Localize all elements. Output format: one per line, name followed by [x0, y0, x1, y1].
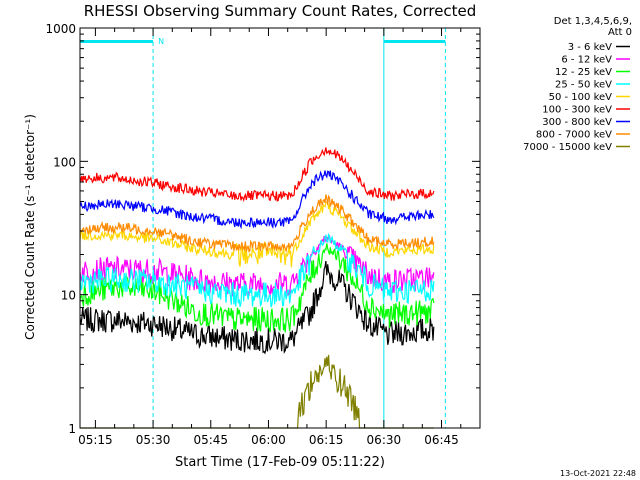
x-tick-label: 05:15: [78, 433, 113, 447]
attenuator-bar: [383, 40, 446, 43]
legend-label: 300 - 800 keV: [542, 117, 612, 128]
y-tick-label: 1: [68, 422, 76, 436]
x-tick-label: 05:30: [136, 433, 171, 447]
legend-label: 25 - 50 keV: [555, 80, 612, 91]
y-tick-label: 100: [53, 155, 76, 169]
x-tick-label: 06:30: [367, 433, 402, 447]
series-line-7: [79, 194, 435, 254]
legend-label: 3 - 6 keV: [568, 42, 612, 53]
attenuator-bar: [80, 40, 154, 43]
legend-label: 6 - 12 keV: [561, 55, 612, 66]
footer-timestamp: 13-Oct-2021 22:48: [560, 469, 636, 478]
plot-frame: [79, 27, 481, 429]
legend-label: 7000 - 15000 keV: [523, 142, 612, 153]
x-tick-label: 06:45: [424, 433, 459, 447]
series-line-4: [79, 202, 435, 268]
x-axis-label: Start Time (17-Feb-09 05:11:22): [175, 455, 385, 470]
legend-label: 800 - 7000 keV: [536, 130, 612, 141]
series-line-8: [80, 354, 434, 429]
series-line-5: [79, 147, 435, 203]
chart-title: RHESSI Observing Summary Count Rates, Co…: [84, 2, 477, 20]
y-tick-label: 10: [61, 289, 76, 303]
series-line-6: [79, 170, 435, 230]
legend-label: 12 - 25 keV: [555, 67, 612, 78]
y-tick-label: 1000: [45, 22, 76, 36]
y-axis-label: Corrected Count Rate (s⁻¹ detector⁻¹): [23, 114, 37, 340]
legend: Det 1,3,4,5,6,9,Att 0 3 - 6 keV 6 - 12 keV…: [523, 16, 632, 153]
x-tick-label: 06:15: [309, 433, 344, 447]
x-tick-label: 05:45: [193, 433, 228, 447]
legend-header: Det 1,3,4,5,6,9,: [554, 16, 632, 27]
legend-header: Att 0: [608, 27, 632, 38]
night-marker-label: N: [158, 37, 164, 46]
x-tick-label: 06:00: [251, 433, 286, 447]
axes: 05:15 05:30 05:45 06:00 06:15 06:30 06:45 1 10 10…: [45, 22, 481, 447]
series-line-3: [79, 232, 435, 308]
legend-label: 100 - 300 keV: [542, 105, 612, 116]
plot-area: N: [79, 28, 446, 429]
legend-label: 50 - 100 keV: [549, 92, 613, 103]
series-line-0: [79, 260, 435, 355]
